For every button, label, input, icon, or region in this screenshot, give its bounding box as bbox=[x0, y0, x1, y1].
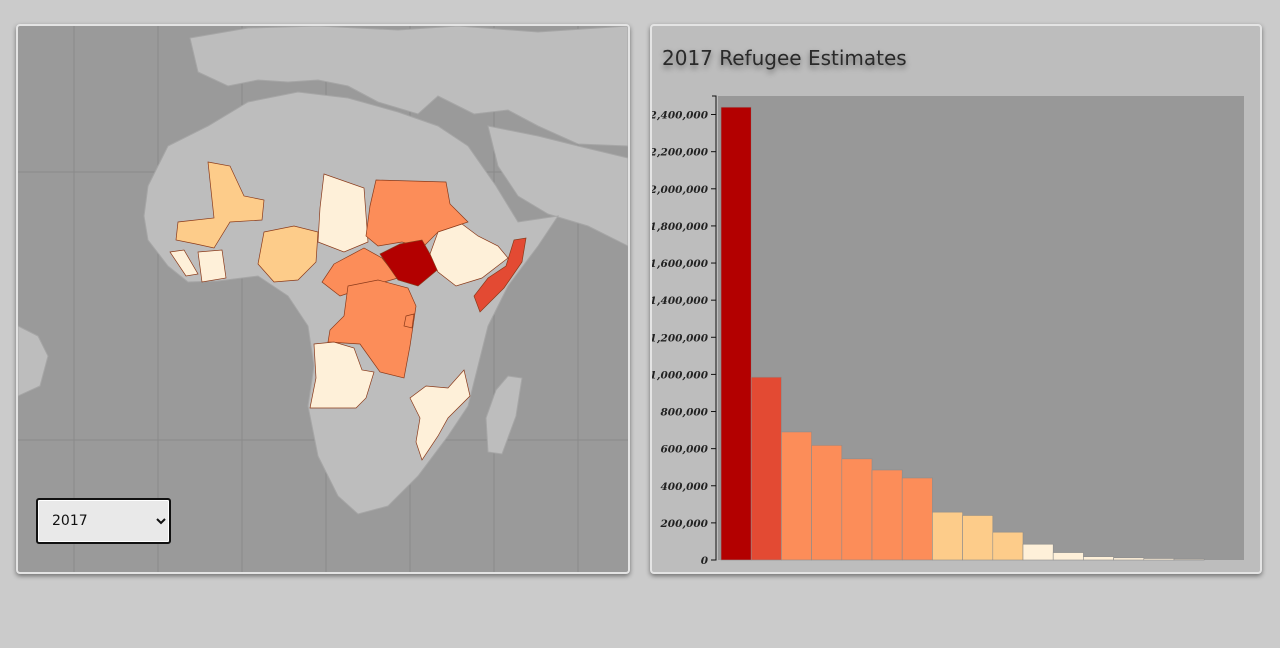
y-tick-label: 1,800,000 bbox=[652, 221, 709, 233]
bar[interactable] bbox=[1173, 558, 1205, 561]
choropleth-countries[interactable] bbox=[169, 161, 527, 461]
bar[interactable] bbox=[1143, 558, 1175, 561]
chart-title: 2017 Refugee Estimates bbox=[662, 46, 907, 70]
y-tick-label: 1,400,000 bbox=[652, 295, 709, 307]
bar[interactable] bbox=[720, 106, 752, 561]
y-tick-label: 200,000 bbox=[660, 518, 709, 530]
map-panel: 2017 bbox=[16, 24, 630, 574]
y-tick-label: 400,000 bbox=[661, 481, 709, 493]
bar[interactable] bbox=[1113, 557, 1145, 561]
y-tick-label: 1,200,000 bbox=[652, 332, 709, 344]
bar[interactable] bbox=[932, 511, 963, 561]
bar[interactable] bbox=[1052, 552, 1084, 561]
bar[interactable] bbox=[1022, 543, 1054, 561]
bar[interactable] bbox=[841, 458, 873, 561]
bar[interactable] bbox=[871, 469, 903, 561]
bar[interactable] bbox=[750, 376, 782, 561]
bar[interactable] bbox=[1083, 556, 1114, 561]
bar[interactable] bbox=[901, 477, 933, 561]
y-tick-label: 2,200,000 bbox=[652, 147, 709, 159]
y-tick-label: 1,600,000 bbox=[652, 258, 709, 270]
y-tick-label: 800,000 bbox=[661, 407, 709, 419]
y-tick-label: 1,000,000 bbox=[652, 369, 709, 381]
y-tick-label: 600,000 bbox=[661, 444, 709, 456]
y-tick-label: 2,000,000 bbox=[652, 184, 709, 196]
bar[interactable] bbox=[781, 431, 812, 561]
y-tick-label: 0 bbox=[701, 555, 709, 567]
chart-panel: 2017 Refugee Estimates 0 200,000 400,000 60… bbox=[650, 24, 1262, 574]
africa-map[interactable] bbox=[18, 26, 628, 572]
refugee-bar-chart: 0 200,000 400,000 600,000 800,000 1,000,000 1,… bbox=[652, 95, 1244, 567]
y-axis-line bbox=[712, 95, 717, 561]
bar[interactable] bbox=[962, 515, 994, 561]
land-masses bbox=[18, 26, 628, 515]
y-tick-label: 2,400,000 bbox=[652, 110, 709, 122]
bar[interactable] bbox=[992, 531, 1024, 561]
year-select[interactable]: 2017 bbox=[36, 498, 171, 544]
bar[interactable] bbox=[811, 444, 843, 561]
